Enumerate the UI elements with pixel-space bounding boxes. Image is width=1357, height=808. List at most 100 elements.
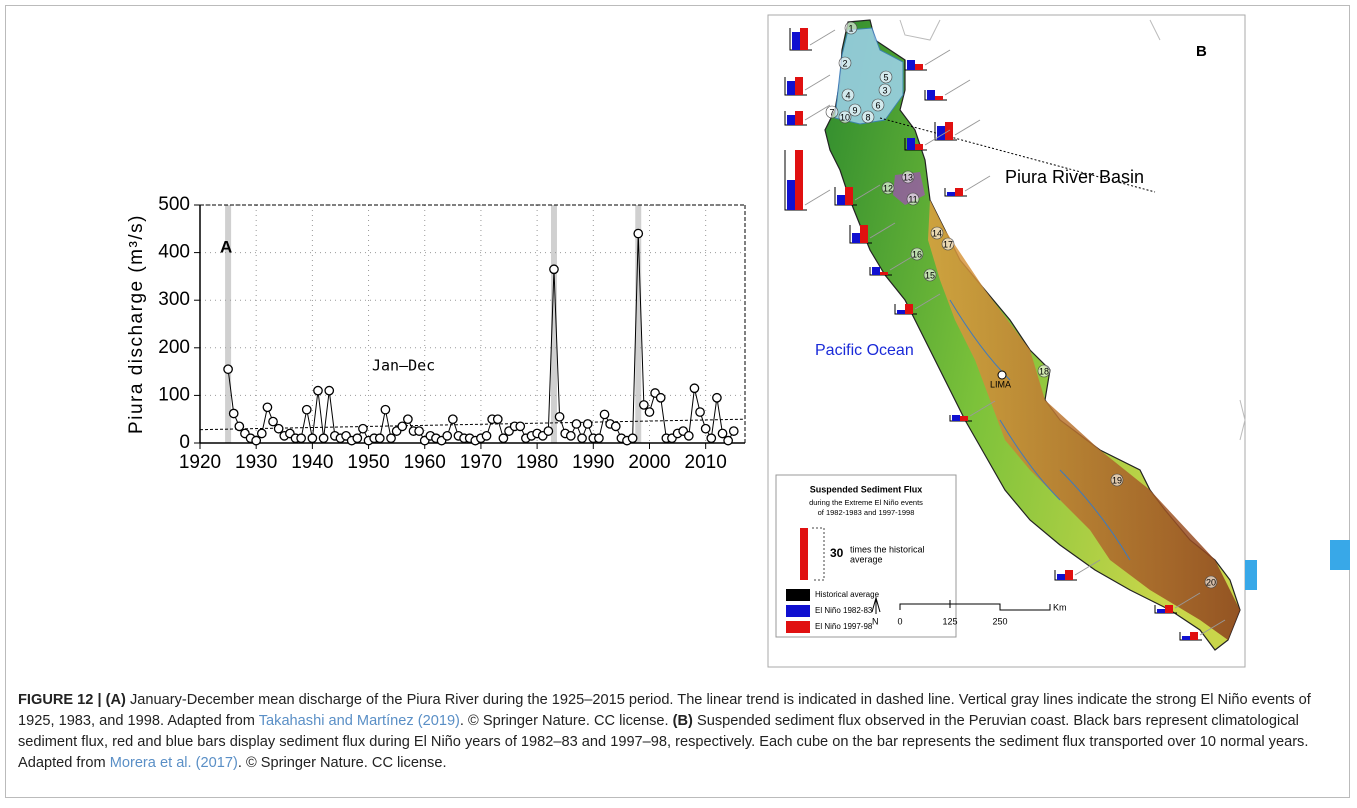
x-tick-label: 1960 [404, 452, 446, 473]
legend-swatch [786, 621, 810, 633]
data-point [572, 420, 580, 428]
station-label: 7 [829, 107, 834, 117]
station-label: 16 [912, 249, 922, 259]
data-point [550, 265, 558, 273]
y-tick-label: 400 [158, 242, 190, 263]
data-point [263, 403, 271, 411]
station-label: 15 [925, 270, 935, 280]
data-point [640, 401, 648, 409]
caption-normal: . © Springer Nature. CC license. [238, 755, 447, 771]
data-point [494, 415, 502, 423]
data-point [443, 432, 451, 440]
data-point [685, 432, 693, 440]
station-label: 3 [882, 85, 887, 95]
data-point [308, 434, 316, 442]
city-label: LIMA [990, 379, 1011, 389]
legend-title: Suspended Sediment Flux [810, 484, 923, 494]
data-point [595, 434, 603, 442]
flux-bar [960, 416, 968, 421]
flux-bar [1157, 609, 1165, 613]
data-point [297, 434, 305, 442]
station-label: 13 [903, 172, 913, 182]
station-label: 19 [1112, 475, 1122, 485]
data-point [269, 417, 277, 425]
station-label: 18 [1039, 366, 1049, 376]
legend-swatch [786, 589, 810, 601]
station-label: 6 [875, 100, 880, 110]
x-tick-label: 1920 [179, 452, 221, 473]
legend-scale-text: times the historical [850, 544, 925, 554]
x-tick-label: 1970 [460, 452, 502, 473]
data-point [252, 436, 260, 444]
legend-subtitle: during the Extreme El Niño events [809, 498, 923, 507]
legend-label: El Niño 1982-83 [815, 606, 873, 615]
caption-bold: (B) [673, 713, 693, 729]
station-label: 5 [883, 72, 888, 82]
data-point [415, 427, 423, 435]
data-point [325, 386, 333, 394]
flux-bar [795, 111, 803, 125]
flux-bar [800, 28, 808, 50]
y-axis-title: Piura discharge (m³/s) [126, 214, 147, 434]
y-tick-label: 100 [158, 384, 190, 405]
data-point [258, 429, 266, 437]
legend-scale-value: 30 [830, 546, 844, 560]
data-point [449, 415, 457, 423]
station-label: 14 [932, 228, 942, 238]
data-point [381, 405, 389, 413]
x-tick-label: 2010 [685, 452, 727, 473]
data-point [696, 408, 704, 416]
flux-bar [915, 144, 923, 150]
flux-bar [927, 90, 935, 100]
panel-label: B [1196, 43, 1207, 60]
scale-tick-label: 250 [992, 616, 1007, 626]
data-point [701, 425, 709, 433]
data-point [713, 394, 721, 402]
flux-bar [1182, 636, 1190, 640]
data-point [578, 434, 586, 442]
flux-bar [880, 272, 888, 275]
legend-subtitle: of 1982-1983 and 1997-1998 [818, 508, 915, 517]
flux-bar [1165, 605, 1173, 613]
data-point [583, 420, 591, 428]
data-point [690, 384, 698, 392]
flux-bar [795, 77, 803, 95]
data-point [353, 434, 361, 442]
map-legend: Suspended Sediment Flux during the Extrem… [776, 475, 956, 637]
flux-bar [905, 304, 913, 314]
flux-bar [1065, 570, 1073, 580]
flux-bar [860, 225, 868, 243]
data-point [274, 425, 282, 433]
station-label: 9 [852, 105, 857, 115]
flux-bar [845, 187, 853, 205]
flux-bar [792, 32, 800, 50]
caption-link[interactable]: Morera et al. (2017) [110, 755, 238, 771]
legend-scale-text: average [850, 554, 883, 564]
flux-bar [1057, 574, 1065, 580]
flux-bar [852, 233, 860, 243]
caption: FIGURE 12 | (A) January-December mean di… [18, 690, 1343, 774]
data-point [730, 427, 738, 435]
data-point [387, 434, 395, 442]
scale-tick-label: 125 [942, 616, 957, 626]
flux-bar [897, 310, 905, 314]
flux-bar [907, 138, 915, 150]
flux-bar [915, 64, 923, 70]
page: Suspended Sediment Flux during the Extrem… [0, 0, 1357, 808]
flux-bar [837, 195, 845, 205]
basin-label: Piura River Basin [1005, 167, 1144, 187]
scale-unit: Km [1053, 602, 1067, 612]
caption-link[interactable]: Takahashi and Martínez (2019) [259, 713, 460, 729]
flux-bar [955, 188, 963, 196]
data-point [404, 415, 412, 423]
y-tick-label: 300 [158, 289, 190, 310]
data-point [645, 408, 653, 416]
x-tick-label: 1980 [516, 452, 558, 473]
lake [1330, 540, 1350, 570]
data-point [482, 432, 490, 440]
data-point [707, 434, 715, 442]
flux-bar [937, 126, 945, 140]
data-point [544, 427, 552, 435]
station-label: 1 [848, 23, 853, 33]
data-point [657, 394, 665, 402]
